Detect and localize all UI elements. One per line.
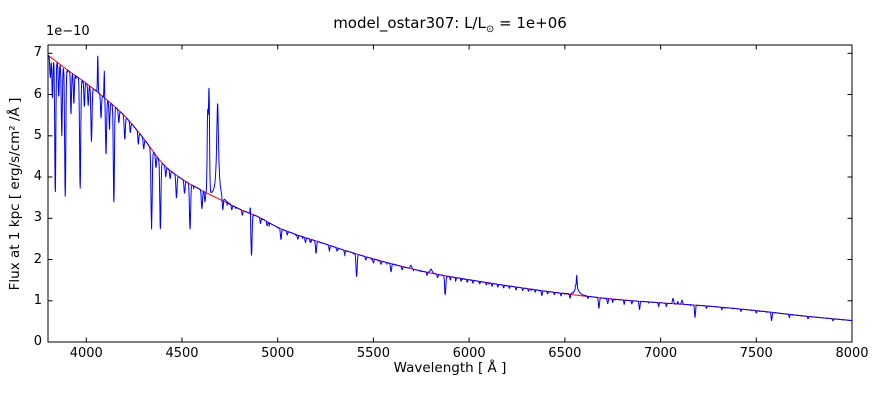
sun-symbol: ⊙ — [485, 24, 495, 35]
x-tick-label: 5000 — [261, 346, 295, 361]
y-tick-label: 6 — [33, 86, 42, 102]
x-tick-label: 6000 — [452, 346, 486, 361]
x-tick-label: 4000 — [69, 346, 103, 361]
x-tick-label: 5500 — [356, 346, 390, 361]
x-tick-label: 7500 — [739, 346, 773, 361]
continuum-fit-line — [47, 54, 853, 322]
y-axis-offset-label: 1e−10 — [46, 24, 90, 39]
y-tick-label: 5 — [33, 127, 42, 143]
y-tick-label: 3 — [33, 210, 42, 226]
x-tick-label: 7000 — [644, 346, 678, 361]
y-tick-label: 2 — [33, 251, 42, 267]
chart-title-main: model_ostar307: L/L — [333, 14, 486, 32]
y-tick-label: 7 — [33, 45, 42, 61]
spectrum-line — [47, 54, 853, 322]
y-tick-label: 4 — [33, 169, 42, 184]
x-tick-label: 4500 — [165, 346, 199, 361]
chart-title-tail: = 1e+06 — [494, 14, 567, 32]
x-tick-label: 8000 — [835, 346, 869, 361]
chart-title: model_ostar307: L/L⊙ = 1e+06 — [48, 14, 852, 35]
y-tick-label: 1 — [33, 292, 42, 308]
x-tick-label: 6500 — [548, 346, 582, 361]
axes-frame — [47, 44, 853, 343]
y-tick-label: 0 — [33, 334, 42, 349]
x-axis-label: Wavelength [ Å ] — [393, 360, 507, 376]
